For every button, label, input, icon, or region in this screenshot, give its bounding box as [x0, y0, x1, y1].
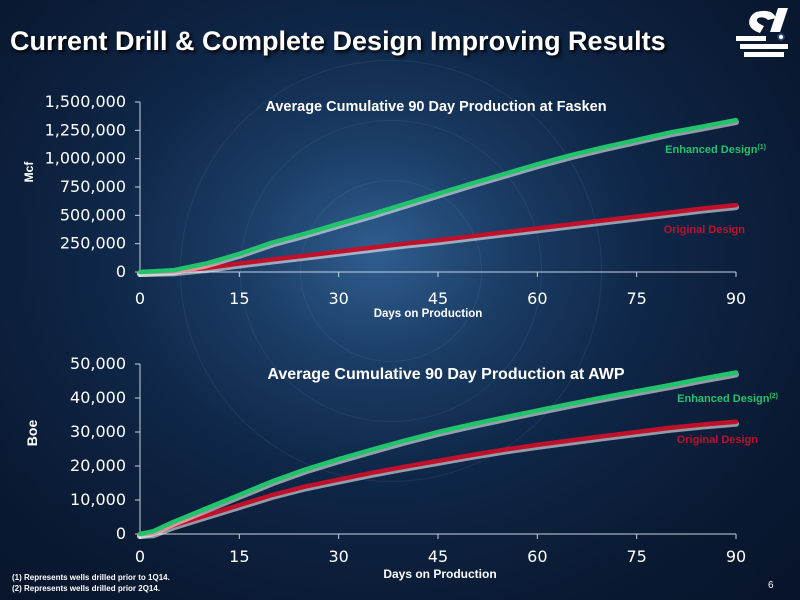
series-superscript: (1): [757, 144, 766, 151]
background-swirl: [240, 120, 542, 422]
series-line-original: [137, 419, 739, 537]
series-line-original: [137, 202, 739, 275]
series-line-highlight-original: [137, 420, 739, 539]
series-name: Enhanced Design: [665, 144, 758, 156]
y-tick-label: 1,250,000: [45, 120, 126, 139]
x-tick-label: 90: [726, 547, 746, 566]
footnotes: (1) Represents wells drilled prior to 1Q…: [12, 572, 170, 594]
page-number: 6: [768, 580, 774, 591]
series-line-enhanced: [137, 117, 739, 275]
footnote: (2) Represents wells drilled prior 2Q14.: [12, 584, 161, 593]
fasken-chart: 0 250,000 500,000 750,000 1,000,000 1,250,000…: [22, 92, 766, 320]
x-tick-label: 75: [626, 289, 646, 308]
y-tick-label: 750,000: [60, 177, 126, 196]
x-tick-label: 15: [229, 289, 249, 308]
x-tick-label: 60: [527, 289, 547, 308]
x-tick-label: 15: [229, 547, 249, 566]
y-tick-label: 1,500,000: [45, 92, 126, 111]
y-tick-label: 250,000: [60, 234, 126, 253]
x-tick-label: 30: [328, 547, 348, 566]
background-swirl: [300, 180, 482, 362]
series-line-enhanced: [137, 370, 739, 537]
x-tick-label: 30: [328, 289, 348, 308]
x-tick-label: 75: [626, 547, 646, 566]
x-tick-label: 0: [135, 547, 145, 566]
series-label-enhanced: Enhanced Design(2): [677, 393, 778, 405]
y-axis-label: Boe: [24, 420, 40, 447]
x-tick-label: 45: [428, 547, 448, 566]
x-axis-label: Days on Production: [383, 567, 496, 581]
series-label-original: Original Design: [664, 224, 746, 236]
y-tick-label: 10,000: [70, 490, 126, 509]
series-name: Enhanced Design: [677, 393, 770, 405]
footnote: (1) Represents wells drilled prior to 1Q…: [12, 573, 170, 582]
series-label-enhanced: Enhanced Design(1): [665, 144, 766, 156]
y-tick-label: 0: [116, 262, 126, 281]
y-tick-label: 50,000: [70, 354, 126, 373]
x-tick-label: 60: [527, 547, 547, 566]
x-tick-label: 45: [428, 289, 448, 308]
chart-title: Average Cumulative 90 Day Production at …: [267, 366, 624, 383]
y-tick-label: 40,000: [70, 388, 126, 407]
chart-title: Average Cumulative 90 Day Production at …: [265, 99, 606, 115]
y-tick-label: 0: [116, 524, 126, 543]
y-tick-label: 30,000: [70, 422, 126, 441]
y-tick-label: 500,000: [60, 205, 126, 224]
page-title: Current Drill & Complete Design Improvin…: [10, 26, 666, 56]
y-tick-label: 1,000,000: [45, 149, 126, 168]
company-logo-icon: [736, 8, 788, 57]
y-tick-label: 20,000: [70, 456, 126, 475]
x-axis-label: Days on Production: [374, 308, 483, 320]
y-axis-label: Mcf: [22, 161, 36, 183]
series-superscript: (2): [769, 393, 778, 400]
x-tick-label: 0: [135, 289, 145, 308]
x-tick-label: 90: [726, 289, 746, 308]
series-label-original: Original Design: [677, 434, 759, 446]
